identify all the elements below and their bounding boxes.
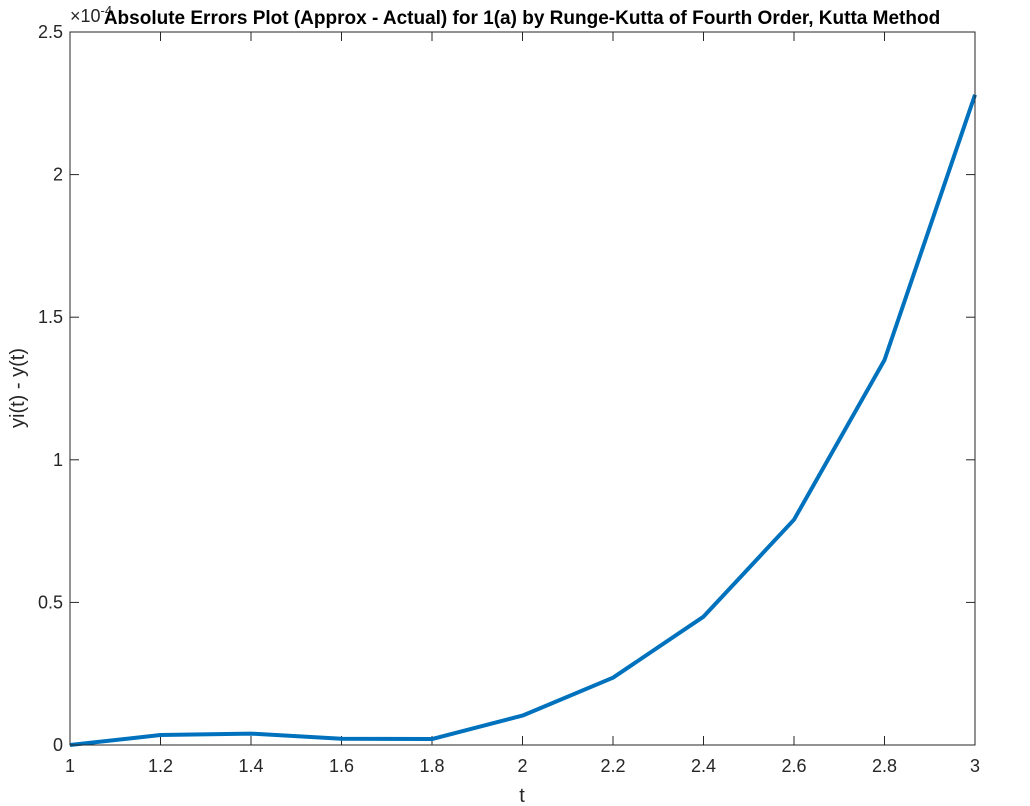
y-exponent-base: ×10: [70, 6, 101, 26]
x-tick-label: 2.2: [600, 756, 625, 776]
x-tick-label: 2.6: [781, 756, 806, 776]
y-axis-exponent: ×10-4: [70, 3, 112, 26]
y-axis-label: yi(t) - y(t): [7, 348, 29, 428]
plot-area-background: [70, 32, 975, 745]
series-line: [69, 94, 977, 747]
y-tick-label: 1.5: [38, 307, 63, 327]
x-axis-label: t: [519, 785, 525, 806]
y-exponent-power: -4: [101, 3, 113, 18]
x-tick-label: 2.8: [872, 756, 897, 776]
x-ticks: 1 1.2 1.4 1.6 1.8 2 2.2 2.4 2.6 2.8 3: [65, 32, 980, 776]
y-tick-label: 0: [53, 735, 63, 755]
series-layer: [69, 94, 977, 747]
x-tick-label: 2: [517, 756, 527, 776]
y-tick-label: 1: [53, 450, 63, 470]
x-tick-label: 1.4: [238, 756, 263, 776]
x-tick-label: 1.8: [419, 756, 444, 776]
x-tick-label: 1.2: [148, 756, 173, 776]
x-tick-label: 2.4: [691, 756, 716, 776]
x-tick-label: 1.6: [329, 756, 354, 776]
x-tick-label: 3: [970, 756, 980, 776]
chart-title: Absolute Errors Plot (Approx - Actual) f…: [104, 8, 940, 29]
y-tick-label: 0.5: [38, 592, 63, 612]
y-ticks: 0 0.5 1 1.5 2 2.5: [38, 22, 975, 755]
y-tick-label: 2: [53, 165, 63, 185]
plot-area-border: [69, 31, 976, 746]
x-tick-label: 1: [65, 756, 75, 776]
y-tick-label: 2.5: [38, 22, 63, 42]
